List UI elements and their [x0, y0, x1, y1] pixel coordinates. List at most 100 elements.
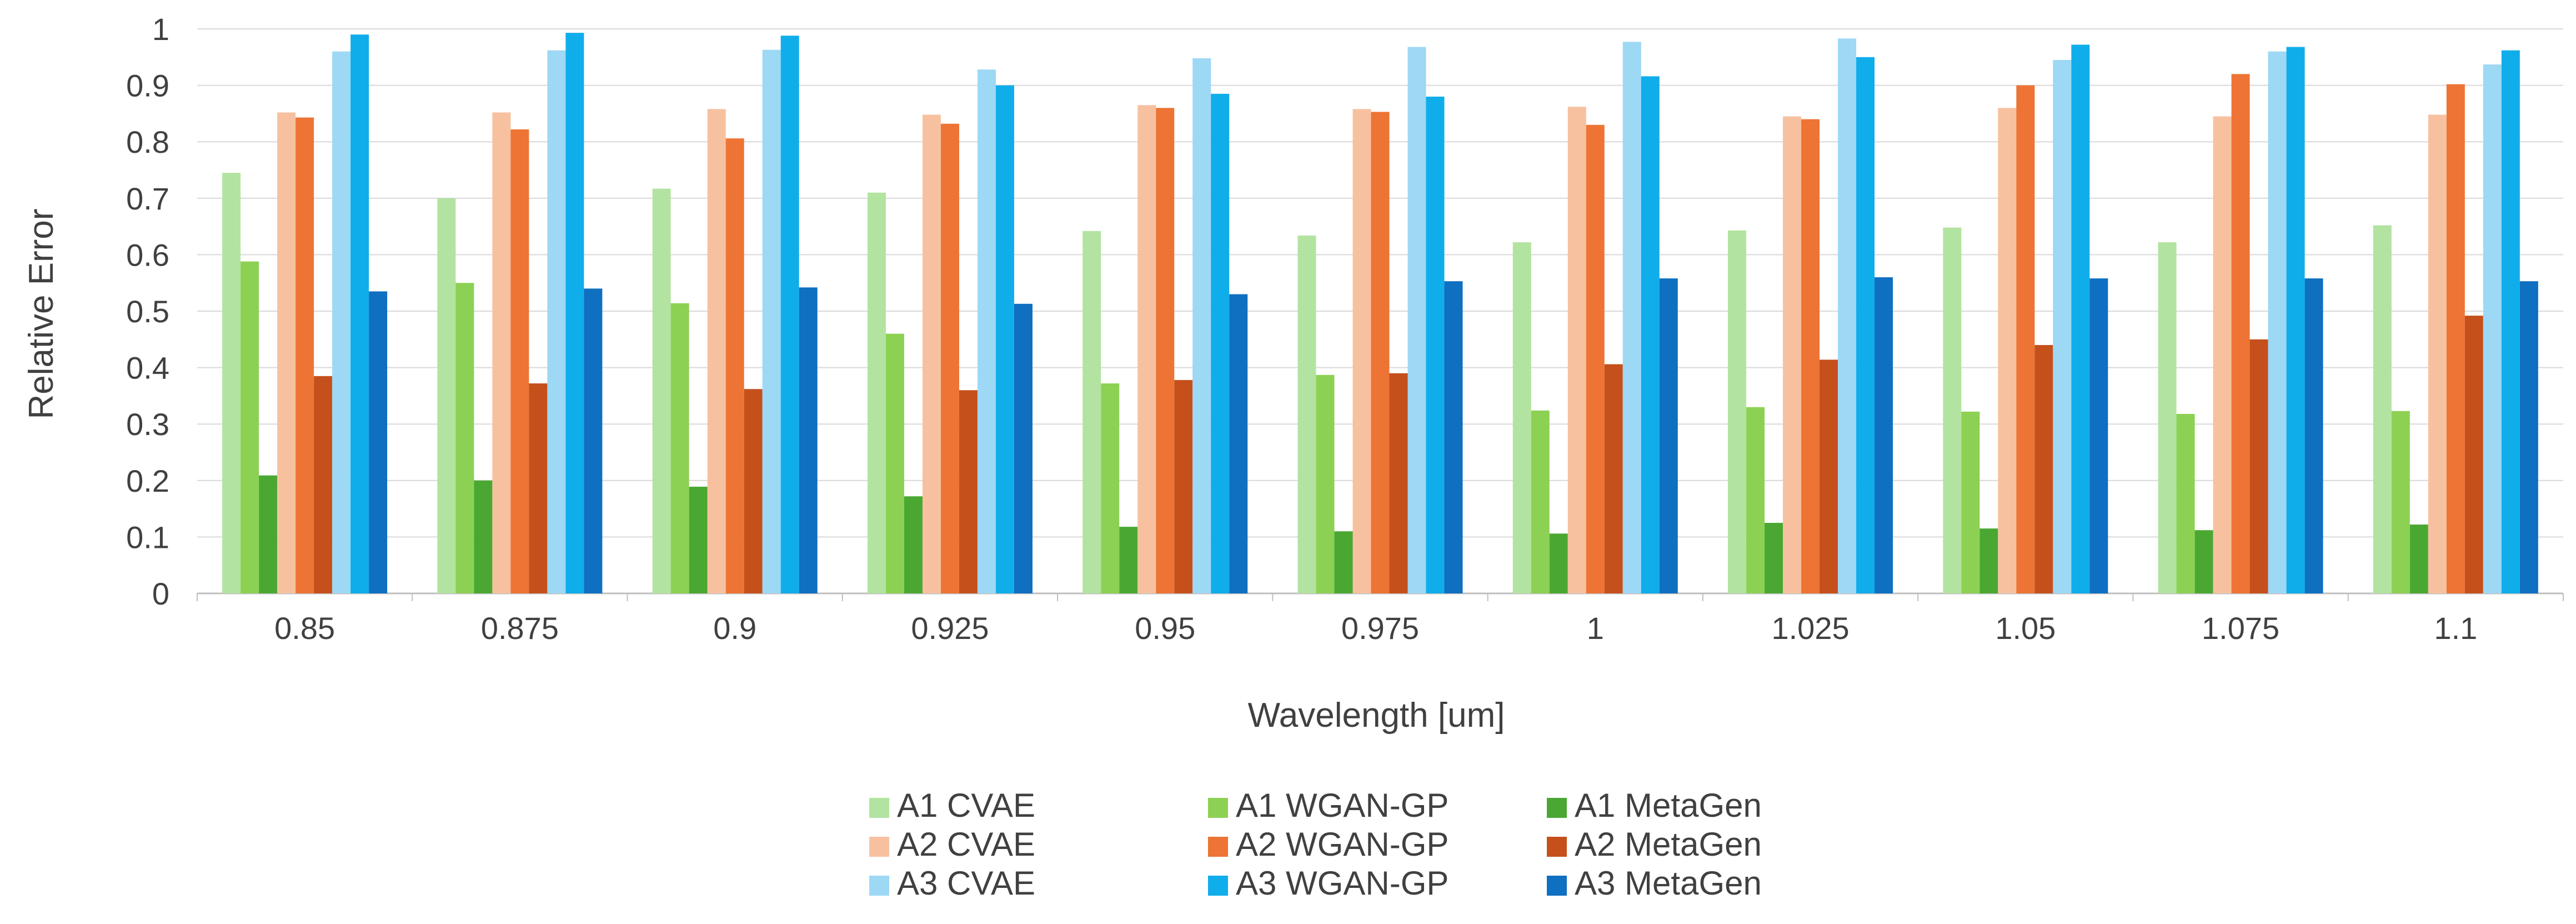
x-axis-title: Wavelength [um]	[1248, 696, 1505, 735]
bar	[1156, 108, 1175, 594]
bar	[1389, 373, 1408, 593]
bar	[1371, 112, 1390, 594]
bar	[1856, 57, 1875, 594]
bar	[1586, 124, 1605, 594]
legend-swatch	[1208, 876, 1228, 896]
bar	[904, 496, 923, 593]
y-tick-label: 0.5	[126, 294, 169, 329]
bar	[959, 390, 978, 593]
bar	[1659, 278, 1678, 593]
bars	[222, 33, 2538, 594]
x-tick-label: 1.1	[2434, 611, 2477, 646]
bar	[1407, 47, 1426, 593]
legend-label: A1 MetaGen	[1575, 787, 1762, 824]
y-tick-label: 0	[152, 576, 169, 611]
bar	[332, 51, 351, 593]
bar	[1352, 109, 1371, 594]
bar	[2016, 85, 2035, 594]
bar	[2373, 225, 2392, 593]
bar	[995, 85, 1014, 594]
legend-swatch	[869, 837, 889, 857]
bar	[1979, 528, 1998, 593]
bar	[2391, 411, 2410, 593]
bar	[259, 475, 278, 593]
bar	[1746, 407, 1765, 593]
legend-label: A3 WGAN-GP	[1236, 865, 1449, 902]
bar	[2034, 344, 2053, 593]
bar	[492, 112, 511, 594]
bar	[369, 291, 388, 593]
bar	[2071, 44, 2090, 593]
bar	[1119, 527, 1138, 593]
bar	[474, 480, 493, 593]
bar	[707, 109, 726, 594]
bar	[1622, 42, 1641, 594]
y-tick-label: 0.6	[126, 237, 169, 272]
bar	[2176, 413, 2195, 593]
bar	[1137, 105, 1156, 593]
bar	[1211, 93, 1230, 594]
bar	[652, 188, 671, 593]
legend-label: A3 CVAE	[897, 865, 1035, 902]
bar	[529, 383, 548, 593]
bar	[1531, 410, 1550, 593]
bar	[1229, 294, 1248, 593]
legend-label: A3 MetaGen	[1575, 865, 1762, 902]
x-tick-label: 0.95	[1135, 611, 1195, 646]
legend-swatch	[869, 798, 889, 818]
bar	[1728, 230, 1747, 593]
bar	[295, 117, 314, 594]
bar	[1444, 281, 1463, 594]
bar	[725, 138, 744, 593]
y-tick-label: 0.3	[126, 407, 169, 442]
bar	[1082, 231, 1101, 593]
bar	[2304, 278, 2323, 593]
x-tick-label: 1.05	[1995, 611, 2056, 646]
y-tick-label: 0.1	[126, 520, 169, 555]
bar	[1801, 119, 1820, 593]
bar	[1101, 383, 1120, 593]
y-axis-title: Relative Error	[22, 209, 61, 419]
bar	[762, 49, 781, 594]
legend-swatch	[1208, 837, 1228, 857]
legend-swatch	[869, 876, 889, 896]
bar	[885, 333, 904, 593]
bar	[2213, 116, 2232, 594]
bar	[1192, 58, 1211, 593]
bar	[780, 36, 799, 593]
bar	[350, 34, 369, 594]
x-tick-label: 0.9	[713, 611, 756, 646]
bar	[1943, 227, 1962, 594]
bar	[689, 486, 708, 593]
bar	[1641, 76, 1660, 593]
axes: 0 0.1 0.2 0.3 0.4 0.5 0.6 0.7 0.8 0.9 1 0.85 0.875 0.…	[126, 12, 2564, 646]
bar	[1838, 38, 1857, 594]
bar	[1820, 359, 1838, 593]
y-tick-label: 0.4	[126, 351, 169, 386]
x-tick-label: 0.875	[481, 611, 559, 646]
legend-label: A2 WGAN-GP	[1236, 826, 1449, 863]
x-tick-label: 0.975	[1341, 611, 1419, 646]
bar	[1316, 374, 1335, 593]
bar	[2231, 74, 2250, 593]
bar	[744, 389, 763, 593]
bar	[510, 129, 529, 593]
bar	[2428, 114, 2447, 593]
bar	[455, 283, 474, 593]
bar	[1783, 116, 1802, 594]
bar	[1174, 379, 1193, 593]
bar	[565, 33, 584, 593]
bar	[1549, 533, 1568, 593]
x-tick-label: 0.85	[274, 611, 335, 646]
y-tick-label: 0.9	[126, 68, 169, 103]
bar	[240, 261, 259, 593]
bar	[2286, 47, 2305, 593]
bar	[2089, 278, 2108, 593]
y-tick-label: 0.7	[126, 181, 169, 216]
bar	[314, 376, 333, 593]
bar	[2158, 242, 2177, 594]
y-tick-label: 0.2	[126, 463, 169, 498]
bar	[277, 112, 296, 594]
